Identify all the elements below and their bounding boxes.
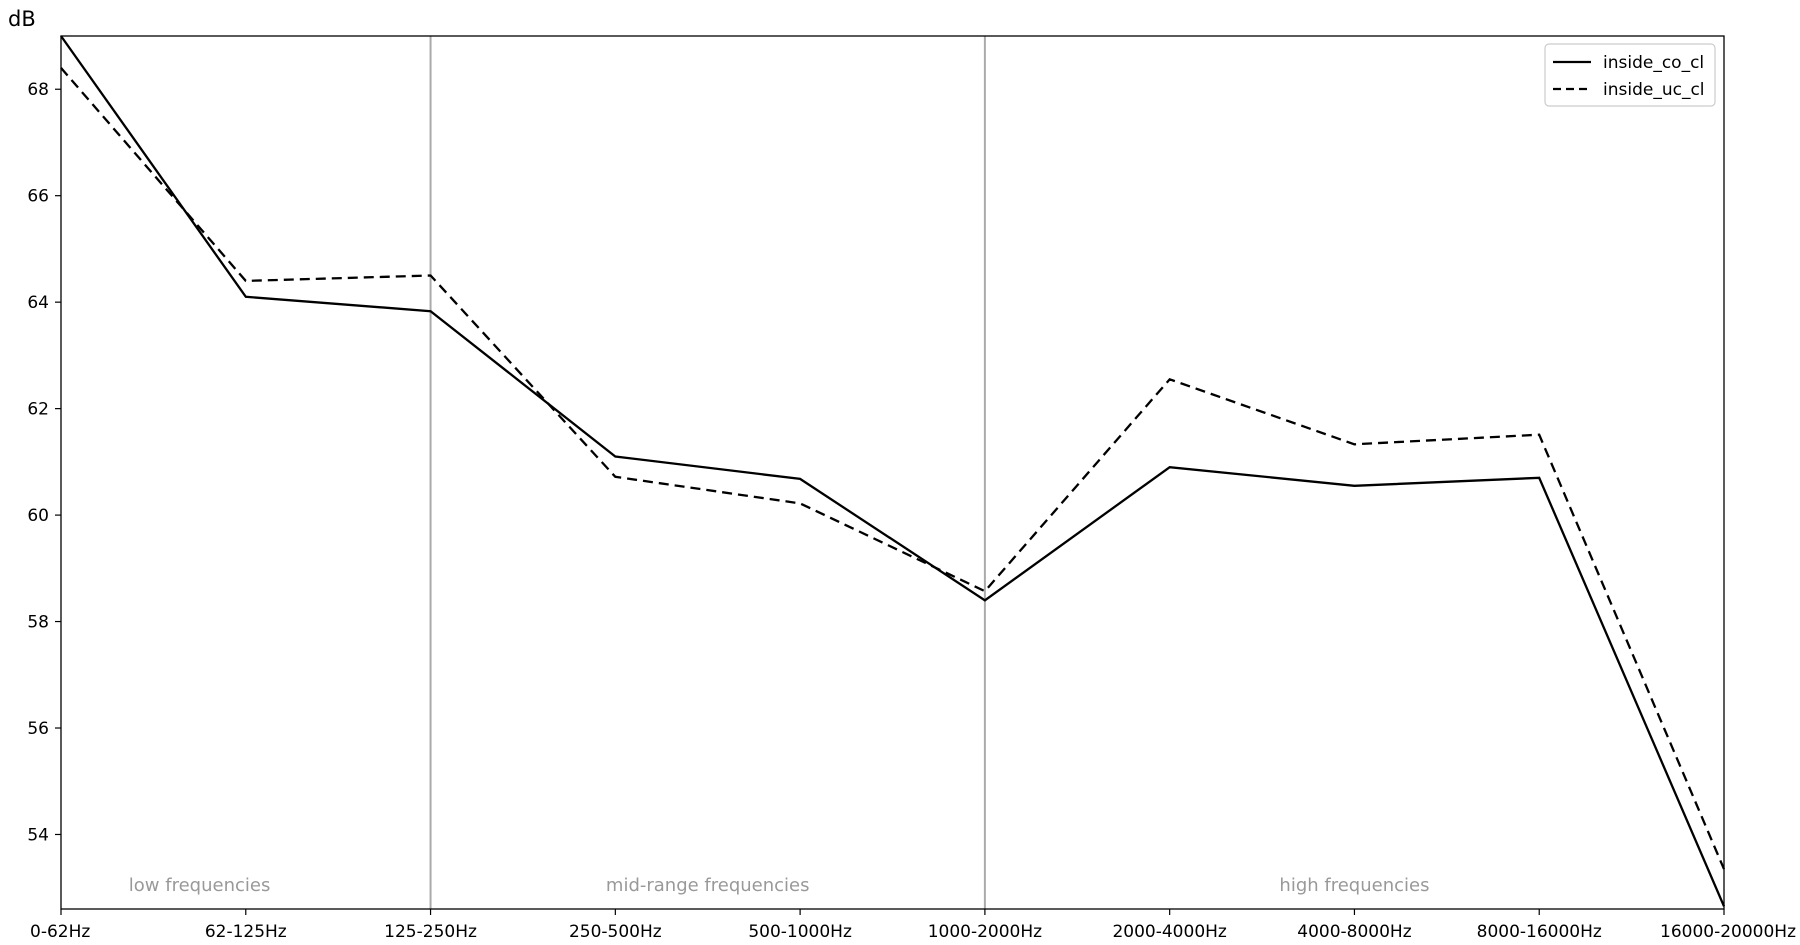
series-line-inside_co_cl (60, 35, 1726, 907)
x-tick-label: 8000-16000Hz (1477, 922, 1602, 941)
y-tick-label: 54 (27, 825, 49, 845)
x-tick-label: 16000-20000Hz (1660, 922, 1796, 941)
region-label: low frequencies (129, 875, 271, 896)
plot-frame (60, 35, 1725, 910)
series-line-inside_uc_cl (60, 67, 1726, 870)
y-tick-label: 58 (27, 613, 49, 633)
x-tick-label: 500-1000Hz (748, 922, 852, 941)
legend-box (1544, 43, 1716, 107)
legend-label: inside_uc_cl (1603, 80, 1705, 100)
region-label: mid-range frequencies (606, 875, 810, 896)
plot-area: low frequencies mid-range frequencies high… (27, 35, 1796, 942)
region-label: high frequencies (1279, 875, 1429, 896)
x-tick-label: 1000-2000Hz (928, 922, 1042, 941)
y-tick-label: 62 (27, 400, 49, 420)
x-tick-label: 62-125Hz (205, 922, 287, 941)
x-tick-label: 0-62Hz (30, 922, 90, 941)
legend-label: inside_co_cl (1603, 53, 1704, 73)
y-tick-label: 56 (27, 719, 49, 739)
y-tick-label: 66 (27, 187, 49, 207)
x-tick-label: 250-500Hz (569, 922, 662, 941)
y-tick-label: 60 (27, 506, 49, 526)
y-tick-label: 68 (27, 80, 49, 100)
x-tick-label: 4000-8000Hz (1297, 922, 1411, 941)
x-tick-label: 2000-4000Hz (1112, 922, 1226, 941)
y-axis-label: dB (8, 7, 36, 31)
x-tick-label: 125-250Hz (384, 922, 477, 941)
y-tick-label: 64 (27, 293, 49, 313)
